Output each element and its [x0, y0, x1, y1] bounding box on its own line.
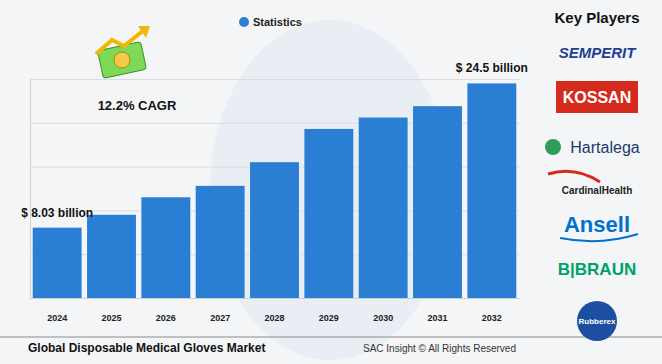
key-player: Hartalega [545, 139, 640, 156]
legend: Statistics [239, 16, 302, 28]
x-axis-line [31, 298, 520, 299]
chart: 2024 2025 2026 2027 2028 2029 2030 2031 2032 $ 8.… [0, 0, 662, 364]
bar [304, 129, 353, 298]
legend-swatch [239, 17, 249, 27]
bars [33, 83, 517, 298]
key-player: SEMPERIT [559, 44, 638, 61]
x-axis: 2024 2025 2026 2027 2028 2029 2030 2031 2032 [31, 299, 520, 324]
logo-box [556, 81, 638, 113]
title: Global Disposable Medical Gloves Market [28, 341, 265, 355]
x-tick: 2024 [47, 313, 67, 323]
x-tick: 2028 [264, 313, 284, 323]
y-tick [30, 79, 519, 80]
y-axis [30, 80, 519, 299]
key-player: Rubberex [577, 301, 617, 341]
x-tick-label: 2027 [210, 313, 230, 323]
bar [250, 162, 299, 298]
footer-line [0, 337, 662, 338]
bar [359, 118, 408, 298]
key-player-name: KOSSAN [563, 89, 631, 106]
y-axis-line [30, 80, 31, 299]
x-tick-label: 2029 [319, 313, 339, 323]
key-player-name: B|BRAUN [558, 260, 636, 279]
x-tick: 2032 [482, 313, 502, 323]
cagr-label: 12.2% CAGR [98, 98, 177, 113]
panel-title: Key Players [554, 9, 639, 26]
background [0, 0, 662, 364]
x-tick: 2031 [427, 313, 447, 323]
arrow-head [138, 26, 150, 38]
bar [413, 106, 462, 298]
x-tick: 2027 [210, 313, 230, 323]
key-player-name: Rubberex [579, 317, 616, 326]
x-tick-label: 2032 [482, 313, 502, 323]
x-tick: 2025 [101, 313, 121, 323]
grid-line [30, 79, 519, 80]
x-tick-label: 2031 [427, 313, 447, 323]
x-tick-label: 2026 [156, 313, 176, 323]
x-tick-label: 2024 [47, 313, 67, 323]
x-tick-label: 2025 [101, 313, 121, 323]
x-tick-label: 2028 [264, 313, 284, 323]
key-player: KOSSAN [556, 81, 638, 113]
y-tick [30, 298, 519, 299]
logo-swoosh [548, 171, 600, 182]
logo-circle [577, 301, 617, 341]
bar [196, 186, 245, 298]
key-player-name: CardinalHealth [562, 185, 633, 196]
grid-line [30, 298, 519, 299]
key-player-name: Ansell [564, 212, 630, 237]
bar [141, 197, 190, 298]
x-tick: 2026 [156, 313, 176, 323]
coin [114, 52, 130, 68]
bar [467, 83, 516, 298]
x-tick-label: 2030 [373, 313, 393, 323]
key-player: CardinalHealth [548, 171, 632, 196]
x-tick: 2029 [319, 313, 339, 323]
data-label: $ 8.03 billion [21, 206, 93, 220]
key-player: B|BRAUN [558, 260, 636, 279]
legend-label: Statistics [253, 16, 302, 28]
key-player-name: SEMPERIT [559, 44, 638, 61]
trend-arrow [96, 30, 144, 54]
logo-underline [560, 234, 638, 241]
bar [33, 228, 82, 298]
key-player: Ansell [560, 212, 638, 241]
logo-globe [545, 139, 561, 155]
bar [87, 215, 136, 298]
cagr-icon [96, 26, 150, 78]
x-tick: 2030 [373, 313, 393, 323]
source: SAC Insight © All Rights Reserved [363, 343, 516, 354]
data-label: $ 24.5 billion [456, 61, 528, 75]
key-player-name: Hartalega [570, 139, 639, 156]
